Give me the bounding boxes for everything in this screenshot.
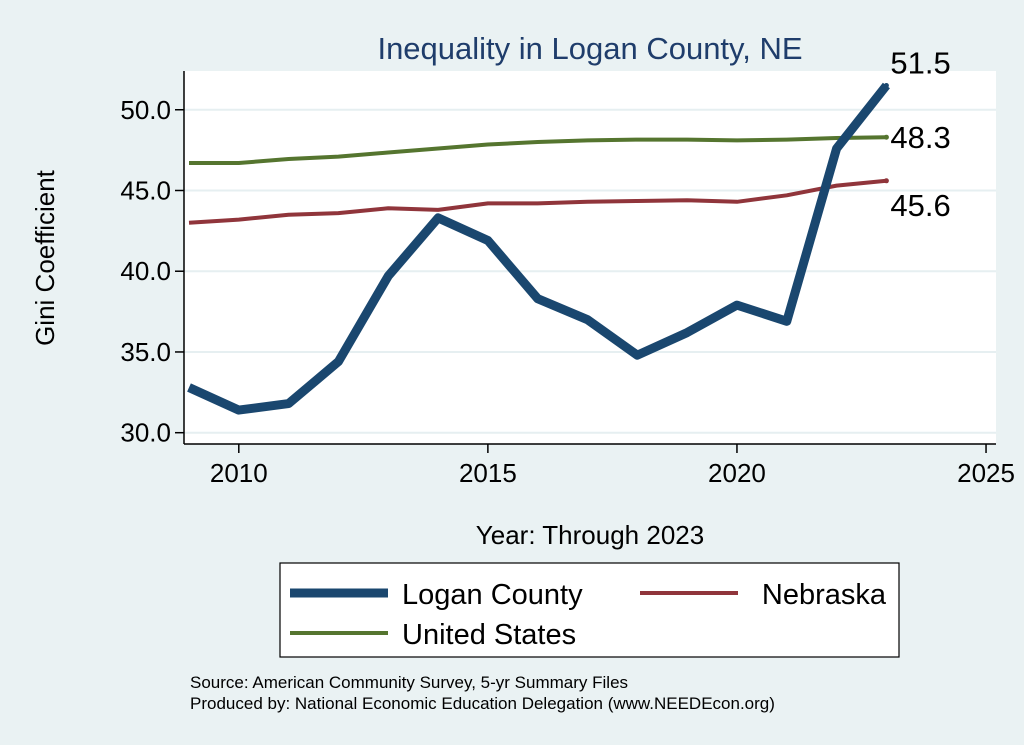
axes	[183, 71, 996, 445]
legend-label: United States	[402, 619, 576, 651]
y-tick-label: 35.0	[120, 337, 171, 367]
x-ticks: 2010 2015 2020 2025	[210, 444, 1015, 488]
series-end-point	[883, 134, 889, 140]
legend-label: Nebraska	[762, 579, 887, 611]
x-axis-title: Year: Through 2023	[476, 520, 704, 550]
series-end-point	[883, 83, 889, 89]
y-tick-label: 30.0	[120, 418, 171, 448]
source-note: Source: American Community Survey, 5-yr …	[190, 673, 628, 692]
y-tick-label: 50.0	[120, 95, 171, 125]
series-line-logan-county	[187, 82, 890, 415]
series-end-point	[883, 178, 889, 184]
x-tick-label: 2020	[708, 458, 766, 488]
chart-title: Inequality in Logan County, NE	[377, 31, 802, 66]
x-tick-label: 2015	[459, 458, 517, 488]
end-labels: 51.5 45.6 48.3	[890, 46, 950, 223]
y-axis-title: Gini Coefficient	[30, 169, 60, 346]
y-ticks: 30.0 35.0 40.0 45.0 50.0	[120, 95, 184, 448]
legend-box	[279, 562, 900, 658]
x-tick-label: 2010	[210, 458, 268, 488]
end-label-nebraska: 45.6	[890, 188, 950, 223]
gridlines	[184, 108, 996, 434]
legend: Logan County Nebraska United States	[279, 562, 900, 658]
series-line-united-states	[189, 135, 887, 165]
legend-label: Logan County	[402, 579, 583, 611]
x-tick-label: 2025	[957, 458, 1015, 488]
y-tick-label: 45.0	[120, 175, 171, 205]
end-label-logan-county: 51.5	[890, 46, 950, 81]
produced-by-note: Produced by: National Economic Education…	[190, 694, 775, 713]
series-line-nebraska	[188, 178, 887, 225]
y-tick-label: 40.0	[120, 256, 171, 286]
end-label-united-states: 48.3	[890, 120, 950, 155]
series-lines	[187, 82, 890, 415]
